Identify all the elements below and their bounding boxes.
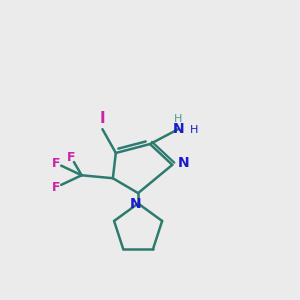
- Text: N: N: [130, 197, 142, 211]
- Text: N: N: [172, 122, 184, 136]
- Text: H: H: [190, 125, 199, 135]
- Text: F: F: [52, 181, 61, 194]
- Text: I: I: [100, 111, 105, 126]
- Text: N: N: [178, 156, 189, 170]
- Text: F: F: [52, 157, 61, 170]
- Text: F: F: [67, 151, 76, 164]
- Text: H: H: [173, 114, 182, 124]
